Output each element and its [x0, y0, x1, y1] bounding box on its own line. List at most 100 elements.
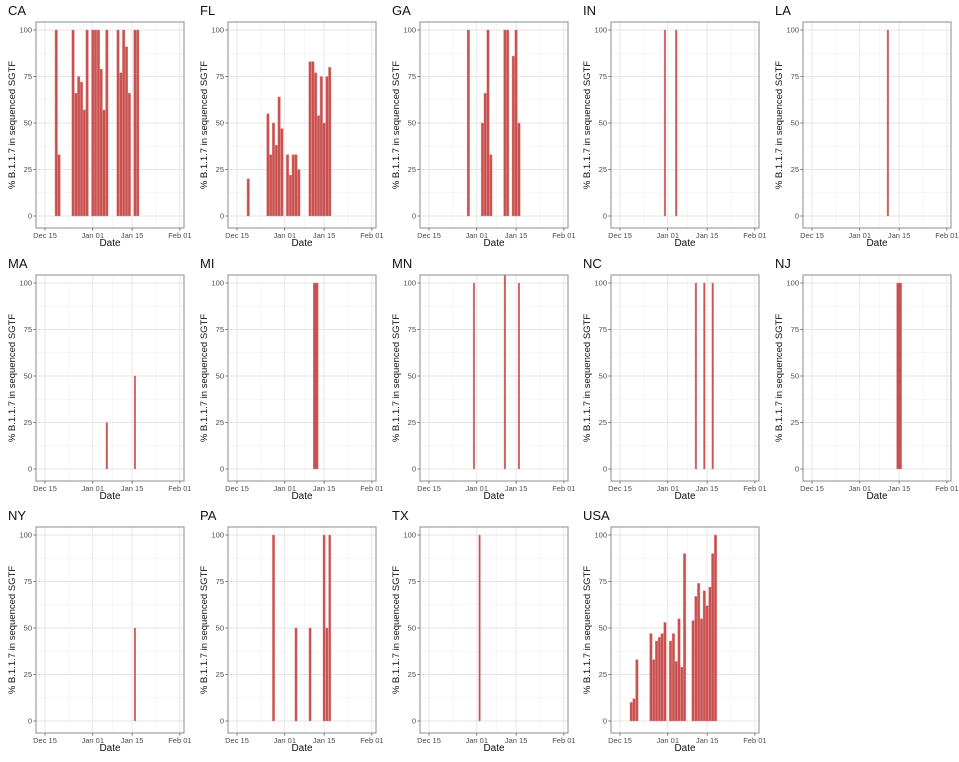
- panel-svg: FL Dec 15 Jan 01 Jan 15 Feb 01 0 25 50 75 100 Date…: [199, 3, 384, 249]
- bar-ma-1: [133, 375, 136, 469]
- bar-tx-0: [478, 534, 481, 722]
- bar-ga-1: [480, 122, 484, 217]
- panel-svg: NJ Dec 15 Jan 01 Jan 15 Feb 01 0 25 50 75 100 Date…: [774, 256, 959, 502]
- bar-usa-19: [703, 590, 707, 722]
- bar-fl-18: [325, 76, 329, 217]
- bar-pa-1: [294, 627, 298, 722]
- y-tick-label: 25: [215, 165, 223, 174]
- x-axis-title: Date: [867, 238, 889, 249]
- panel-title: GA: [392, 3, 411, 18]
- x-axis-title: Date: [483, 238, 505, 249]
- x-tick-label: Jan 01: [465, 736, 488, 745]
- panel-title: TX: [392, 508, 409, 523]
- bar-usa-6: [658, 637, 662, 722]
- y-tick-label: 75: [24, 325, 32, 334]
- bar-usa-7: [661, 633, 665, 722]
- y-tick-label: 50: [215, 371, 223, 380]
- x-tick-label: Jan 15: [121, 231, 144, 240]
- bar-usa-3: [649, 633, 653, 722]
- panel-title: IN: [583, 3, 596, 18]
- y-tick-label: 100: [403, 531, 416, 540]
- y-tick-label: 50: [215, 624, 223, 633]
- y-tick-label: 75: [599, 72, 607, 81]
- panel-svg: IN Dec 15 Jan 01 Jan 15 Feb 01 0 25 50 75 100 Date…: [582, 3, 767, 249]
- y-tick-label: 100: [595, 531, 608, 540]
- bar-ca-8: [91, 29, 95, 217]
- y-axis-title: % B.1.1.7 in sequenced SGTF: [199, 313, 210, 442]
- plot-border: [802, 274, 952, 481]
- x-tick-label: Jan 01: [82, 484, 105, 493]
- x-tick-label: Feb 01: [744, 484, 767, 493]
- bar-ga-2: [483, 93, 487, 217]
- y-tick-label: 50: [407, 119, 415, 128]
- panel-svg: MI Dec 15 Jan 01 Jan 15 Feb 01 0 25 50 75 100 Date…: [199, 256, 384, 502]
- y-axis-title: % B.1.1.7 in sequenced SGTF: [774, 61, 785, 190]
- x-tick-label: Dec 15: [800, 231, 824, 240]
- plot-background: [611, 274, 760, 481]
- bar-fl-2: [269, 154, 272, 217]
- bar-ga-5: [502, 29, 506, 217]
- panel-ny: NY Dec 15 Jan 01 Jan 15 Feb 01 0 25 50 75 100 Date…: [0, 505, 192, 757]
- x-tick-label: Feb 01: [935, 231, 958, 240]
- y-tick-label: 75: [407, 325, 415, 334]
- y-tick-label: 0: [795, 464, 799, 473]
- y-tick-label: 25: [24, 165, 32, 174]
- panel-title: MN: [392, 256, 412, 271]
- y-tick-label: 100: [787, 278, 800, 287]
- y-axis-title: % B.1.1.7 in sequenced SGTF: [7, 61, 18, 190]
- x-tick-label: Dec 15: [225, 484, 249, 493]
- y-tick-label: 75: [24, 72, 32, 81]
- y-tick-label: 100: [211, 531, 224, 540]
- x-axis-title: Date: [675, 491, 697, 502]
- y-tick-label: 25: [599, 165, 607, 174]
- bar-fl-5: [277, 96, 281, 217]
- x-tick-label: Feb 01: [360, 484, 383, 493]
- y-tick-label: 0: [603, 464, 607, 473]
- bar-usa-11: [675, 661, 679, 722]
- bar-pa-2: [308, 627, 312, 722]
- y-tick-label: 0: [220, 212, 224, 221]
- y-tick-label: 100: [595, 26, 608, 35]
- bar-usa-22: [711, 553, 715, 722]
- bar-mn-2: [517, 282, 520, 469]
- plot-border: [610, 274, 760, 481]
- x-tick-label: Jan 15: [504, 231, 527, 240]
- bar-fl-10: [294, 154, 298, 217]
- bar-pa-5: [328, 534, 331, 722]
- y-tick-label: 0: [411, 212, 415, 221]
- y-tick-label: 100: [403, 278, 416, 287]
- bar-fl-14: [314, 72, 317, 217]
- y-tick-label: 75: [599, 325, 607, 334]
- bar-usa-17: [697, 583, 701, 722]
- x-tick-label: Feb 01: [168, 231, 191, 240]
- x-axis-title: Date: [675, 238, 697, 249]
- bar-pa-4: [325, 627, 329, 722]
- y-tick-label: 25: [24, 670, 32, 679]
- bar-usa-12: [677, 618, 681, 722]
- x-tick-label: Dec 15: [800, 484, 824, 493]
- y-axis-title: % B.1.1.7 in sequenced SGTF: [582, 313, 593, 442]
- y-tick-label: 50: [215, 119, 223, 128]
- x-tick-label: Feb 01: [360, 231, 383, 240]
- y-tick-label: 50: [407, 624, 415, 633]
- panel-title: FL: [200, 3, 215, 18]
- x-tick-label: Jan 01: [465, 231, 488, 240]
- bar-ga-9: [517, 122, 520, 217]
- y-tick-label: 0: [603, 717, 607, 726]
- bar-fl-6: [280, 128, 284, 217]
- x-tick-label: Jan 15: [121, 736, 144, 745]
- panel-svg: NC Dec 15 Jan 01 Jan 15 Feb 01 0 25 50 75 100 Date…: [582, 256, 767, 502]
- x-tick-label: Dec 15: [417, 736, 441, 745]
- x-axis-title: Date: [99, 238, 121, 249]
- bar-ma-0: [105, 421, 108, 469]
- x-tick-label: Feb 01: [552, 736, 575, 745]
- panel-svg: PA Dec 15 Jan 01 Jan 15 Feb 01 0 25 50 75 100 Date…: [199, 508, 384, 754]
- y-tick-label: 50: [24, 119, 32, 128]
- x-tick-label: Jan 15: [313, 484, 336, 493]
- bar-usa-5: [655, 640, 659, 722]
- bar-nc-0: [695, 282, 698, 469]
- y-axis-title: % B.1.1.7 in sequenced SGTF: [391, 313, 402, 442]
- panel-svg: USA Dec 15 Jan 01 Jan 15 Feb 01 0 25 50 75 100 Dat…: [582, 508, 767, 754]
- x-tick-label: Feb 01: [935, 484, 958, 493]
